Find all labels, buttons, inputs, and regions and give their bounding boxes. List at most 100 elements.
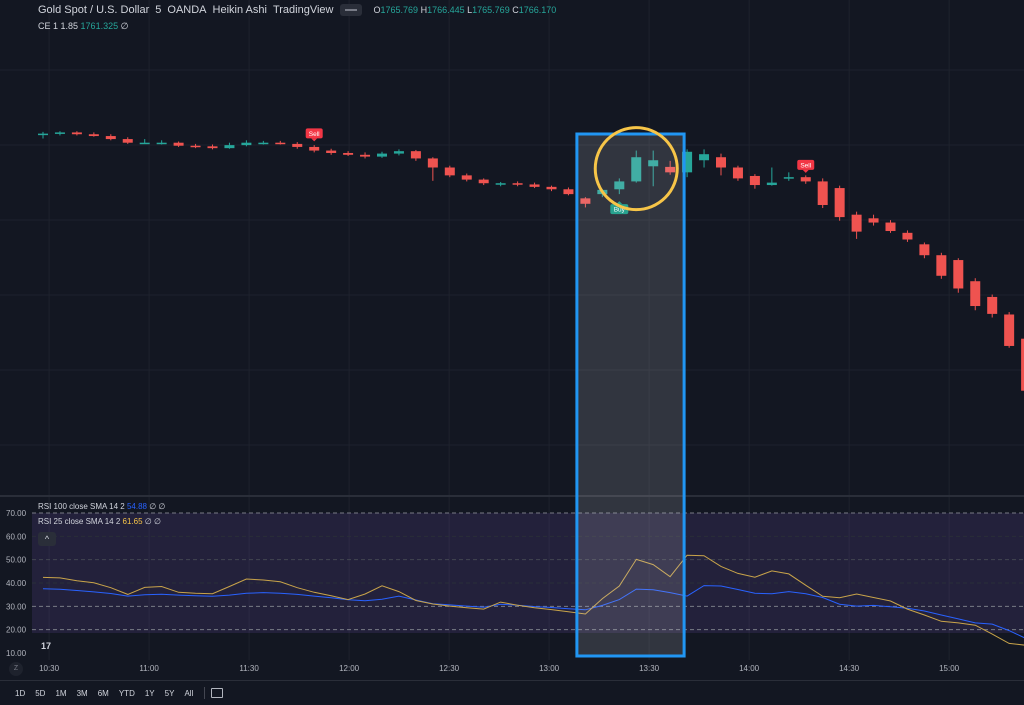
rsi-100-legend[interactable]: RSI 100 close SMA 14 2 54.88 ∅ ∅ [38, 502, 165, 511]
low-value: 1765.769 [472, 5, 510, 15]
highlight-annotation[interactable] [575, 126, 686, 658]
range-all[interactable]: All [184, 688, 194, 698]
range-1y[interactable]: 1Y [144, 688, 155, 698]
pane-separator[interactable] [0, 495, 1024, 497]
candle [834, 185, 845, 221]
candle [410, 149, 421, 161]
candle [478, 178, 489, 186]
time-tick-label: 12:30 [439, 664, 460, 673]
candle-body [292, 143, 303, 147]
range-5d[interactable]: 5D [35, 688, 46, 698]
time-tick-label: 10:30 [39, 664, 60, 673]
sell-label-box [797, 159, 815, 170]
candle [699, 149, 710, 168]
rsi-25-legend[interactable]: RSI 25 close SMA 14 2 61.65 ∅ ∅ [38, 517, 161, 526]
candle [360, 152, 371, 159]
low-label: L [467, 5, 473, 15]
candle [766, 167, 777, 186]
candle [665, 160, 676, 175]
rsi-25-legend-value: 61.65 [122, 517, 143, 526]
candle [749, 174, 760, 189]
ce-legend[interactable]: CE 1 1.85 1761.325 ∅ [38, 21, 128, 32]
buy-label-text: Buy [614, 207, 626, 214]
rsi-25-legend-suffix: ∅ ∅ [144, 517, 161, 526]
candle [444, 165, 455, 178]
candle-body [614, 181, 625, 190]
candle [241, 140, 252, 147]
range-5y[interactable]: 5Y [164, 688, 175, 698]
sell-signal: Sell [305, 128, 323, 142]
candle-body [800, 177, 811, 182]
toolbar-divider [204, 687, 206, 699]
grid-lines [0, 0, 1024, 660]
time-tick-label: 11:00 [139, 664, 159, 673]
symbol-name[interactable]: Gold Spot / U.S. Dollar [38, 4, 150, 16]
time-tick-label: 12:00 [339, 664, 360, 673]
sell-signal: Sell [797, 159, 815, 173]
time-tick-label: 13:00 [539, 664, 560, 673]
zoom-button[interactable]: Z [9, 662, 23, 676]
candle-body [105, 136, 116, 140]
chevron-up-icon[interactable]: ^ [38, 532, 56, 546]
chart-background [0, 0, 1024, 680]
candle-body [783, 177, 794, 179]
calendar-goto-icon[interactable] [211, 688, 224, 698]
candle-body [665, 166, 676, 173]
candle [580, 197, 591, 208]
candle [156, 140, 167, 145]
tradingview-logo[interactable]: 17 [41, 641, 52, 651]
candle-body [173, 142, 184, 146]
candle-body [953, 260, 964, 289]
rsi-lines [42, 554, 1024, 646]
bottom-toolbar: 1D 5D 1M 3M 6M YTD 1Y 5Y All [0, 680, 1024, 705]
interval[interactable]: 5 [155, 4, 162, 16]
candle-body [766, 182, 777, 186]
candle [343, 151, 354, 157]
range-1d[interactable]: 1D [15, 688, 26, 698]
chart-style: Heikin Ashi [212, 4, 267, 16]
ce-legend-suffix: ∅ [120, 21, 129, 31]
rsi-25-line [42, 554, 1024, 646]
candle-body [461, 175, 472, 180]
range-1m[interactable]: 1M [55, 688, 67, 698]
chart-area[interactable]: Sell Buy Sell 70.00 60.00 50.00 40.00 30.00 20.… [0, 0, 1024, 680]
candle [512, 181, 523, 187]
candle-body [970, 281, 981, 307]
high-value: 1766.445 [427, 5, 465, 15]
rsi-tick-label: 20.00 [6, 626, 27, 635]
candle [258, 140, 269, 145]
candle [732, 165, 743, 181]
candle-body [936, 255, 947, 276]
ce-legend-name: CE 1 1.85 [38, 21, 79, 31]
candle-body [902, 232, 913, 240]
range-6m[interactable]: 6M [97, 688, 109, 698]
rsi-100-legend-name: RSI 100 close SMA 14 2 [38, 502, 125, 511]
rsi-100-legend-value: 54.88 [126, 502, 147, 511]
candle [716, 153, 726, 176]
candle-body [512, 183, 523, 185]
rsi-tick-label: 30.00 [6, 602, 27, 611]
time-tick-label: 14:30 [839, 664, 860, 673]
candle-body [393, 151, 404, 154]
highlight-rectangle[interactable] [575, 132, 686, 658]
candle-body [529, 184, 540, 187]
buy-label-arrow [616, 201, 623, 205]
candle [648, 150, 659, 187]
candle-body [360, 154, 371, 157]
candle-body [495, 183, 506, 185]
rsi-axis: 70.00 60.00 50.00 40.00 30.00 20.00 10.00 [6, 509, 27, 658]
candle [936, 252, 947, 279]
visibility-toggle-icon[interactable] [339, 4, 362, 16]
candle-body [224, 145, 235, 149]
candle-body [309, 146, 320, 151]
candle [224, 142, 235, 149]
candle [139, 139, 150, 145]
candle-body [682, 151, 693, 173]
range-3m[interactable]: 3M [76, 688, 88, 698]
candle [105, 134, 116, 141]
range-ytd[interactable]: YTD [118, 688, 135, 698]
highlight-circle[interactable] [593, 126, 679, 212]
candle-body [851, 214, 862, 232]
candle-body [699, 154, 710, 161]
rsi-100-line [42, 585, 1024, 639]
